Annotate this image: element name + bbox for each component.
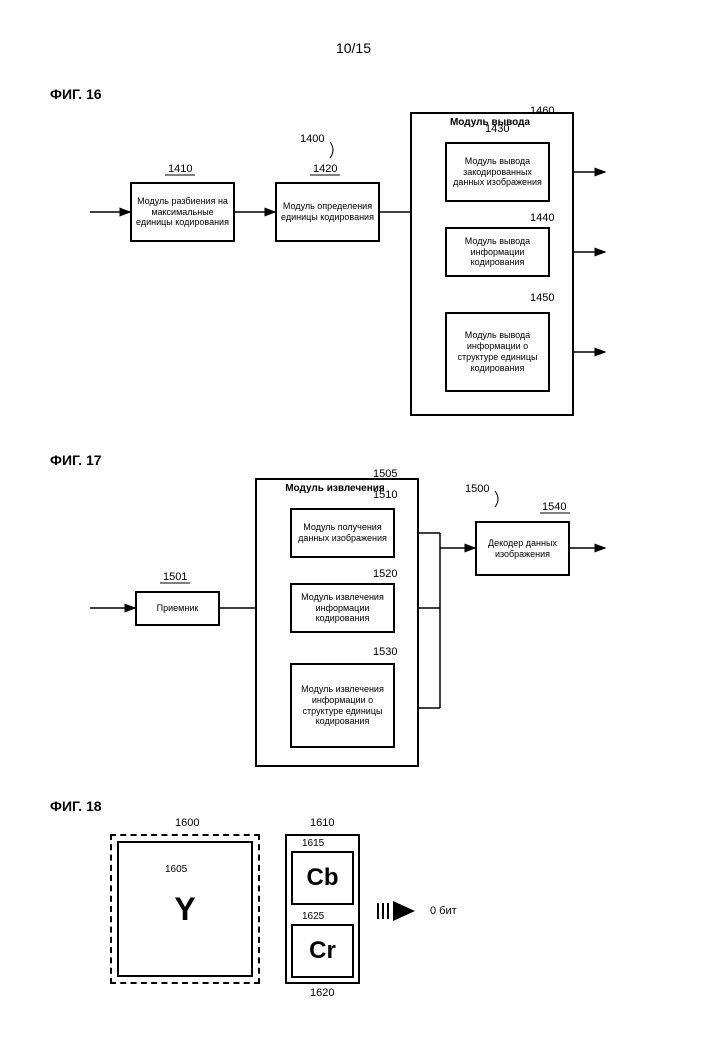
fig16-diagram: 1400 1410 Модуль разбиения на максимальн… [80, 117, 680, 427]
page-number: 10/15 [50, 40, 657, 56]
fig17-ref-1510: 1510 [373, 489, 397, 501]
fig16-block-1410: Модуль разбиения на максимальные единицы… [130, 182, 235, 242]
fig17-block-1520: Модуль извлечения информации кодирования [290, 583, 395, 633]
fig16-block-1420: Модуль определения единицы кодирования [275, 182, 380, 242]
fig16-block-1450-text: Модуль вывода информации о структуре еди… [451, 330, 544, 373]
fig18-y-text: Y [174, 891, 195, 928]
fig16-block-1440-text: Модуль вывода информации кодирования [451, 236, 544, 268]
fig16-ref-main: 1400 [300, 133, 324, 145]
fig18-ref-1620: 1620 [310, 987, 334, 999]
fig16-block-1440: Модуль вывода информации кодирования [445, 227, 550, 277]
fig17-label: ФИГ. 17 [50, 452, 657, 468]
fig17-ref-1530: 1530 [373, 646, 397, 658]
fig17-ref-1505: 1505 [373, 468, 397, 480]
fig17-ref-1520: 1520 [373, 568, 397, 580]
fig18-label: ФИГ. 18 [50, 798, 657, 814]
fig16-block-1420-text: Модуль определения единицы кодирования [281, 201, 374, 223]
fig17-block-1501-text: Приемник [157, 603, 199, 614]
fig18-y-inner: Y [117, 841, 253, 977]
fig18-arrow-icon [375, 899, 425, 924]
fig17-block-1510-text: Модуль получения данных изображения [296, 522, 389, 544]
fig18-cr-cell: Cr [291, 924, 354, 978]
fig17-diagram: 1500 1501 Приемник 1505 Модуль извлечени… [80, 483, 680, 773]
fig16-ref-1420: 1420 [313, 163, 337, 175]
fig18-ref-1610: 1610 [310, 817, 334, 829]
fig18-diagram: 1600 1605 Y 1610 1615 Cb 1625 Cr 1620 0 … [80, 829, 680, 999]
fig16-label: ФИГ. 16 [50, 86, 657, 102]
fig18-cr-text: Cr [309, 937, 336, 965]
fig16-block-1410-text: Модуль разбиения на максимальные единицы… [136, 196, 229, 228]
fig16-block-1430: Модуль вывода закодированных данных изоб… [445, 142, 550, 202]
fig16-ref-1460: 1460 [530, 105, 554, 117]
fig18-ref-1615: 1615 [302, 838, 324, 849]
fig16-ref-1440: 1440 [530, 212, 554, 224]
fig18-ref-1600: 1600 [175, 817, 199, 829]
fig17-block-1530-text: Модуль извлечения информации о структуре… [296, 684, 389, 727]
fig18-bit-label: 0 бит [430, 905, 457, 917]
fig17-ref-1540: 1540 [542, 501, 566, 513]
fig17-block-1510: Модуль получения данных изображения [290, 508, 395, 558]
fig16-block-1430-text: Модуль вывода закодированных данных изоб… [451, 156, 544, 188]
fig16-block-1450: Модуль вывода информации о структуре еди… [445, 312, 550, 392]
fig16-ref-1430: 1430 [485, 123, 509, 135]
fig17-block-1520-text: Модуль извлечения информации кодирования [296, 592, 389, 624]
fig16-ref-1410: 1410 [168, 163, 192, 175]
fig17-block-1540-text: Декодер данных изображения [481, 538, 564, 560]
fig17-block-1530: Модуль извлечения информации о структуре… [290, 663, 395, 748]
fig16-ref-1450: 1450 [530, 292, 554, 304]
fig18-cb-text: Cb [307, 864, 339, 892]
fig17-ref-main: 1500 [465, 483, 489, 495]
fig17-block-1540: Декодер данных изображения [475, 521, 570, 576]
fig17-block-1501: Приемник [135, 591, 220, 626]
fig17-ref-1501: 1501 [163, 571, 187, 583]
fig18-cb-cell: Cb [291, 851, 354, 905]
fig18-ref-1625: 1625 [302, 911, 324, 922]
